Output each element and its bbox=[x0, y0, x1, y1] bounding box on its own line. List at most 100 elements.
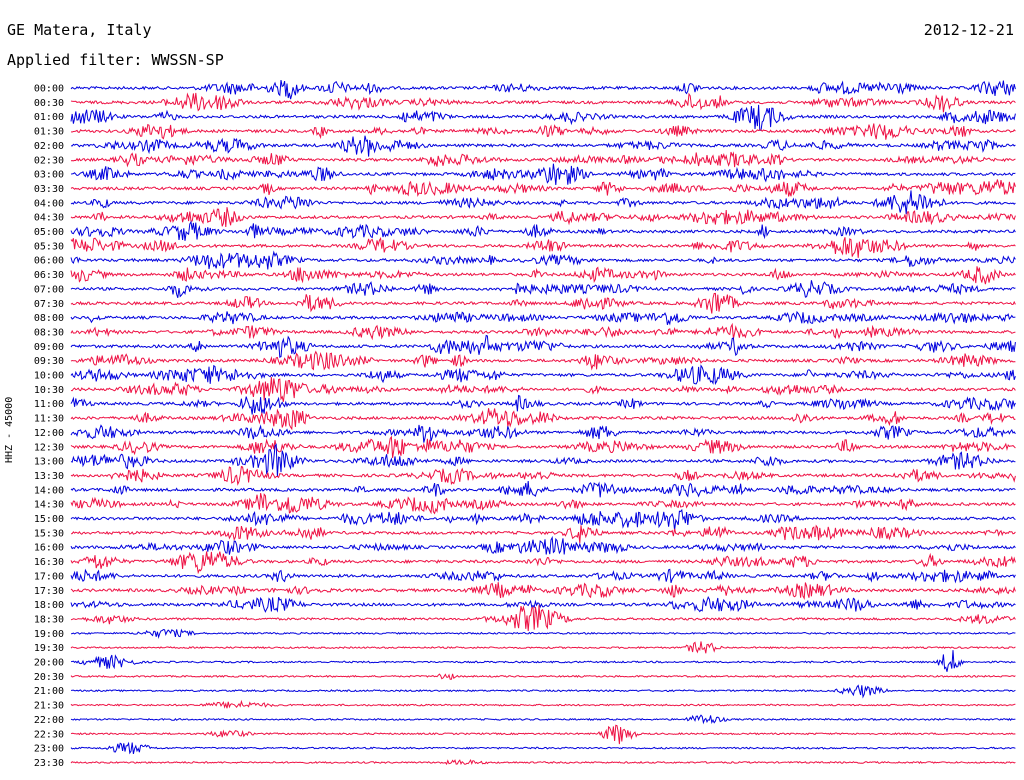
time-tick-label: 03:30 bbox=[34, 184, 64, 195]
date-label: 2012-12-21 bbox=[923, 21, 1014, 39]
trace-line bbox=[70, 207, 1016, 228]
trace-line bbox=[70, 408, 1016, 431]
trace-line bbox=[70, 310, 1016, 326]
filter-label: Applied filter: WWSSN-SP bbox=[7, 51, 224, 69]
time-tick-label: 21:30 bbox=[34, 701, 64, 712]
trace-line bbox=[70, 250, 1016, 270]
time-tick-label: 05:30 bbox=[34, 241, 64, 252]
trace-line bbox=[70, 350, 1016, 371]
trace-line bbox=[70, 123, 1016, 140]
time-tick-label: 03:00 bbox=[34, 170, 64, 181]
trace-line bbox=[70, 741, 1016, 755]
trace-line bbox=[70, 492, 1016, 515]
time-tick-label: 15:00 bbox=[34, 514, 64, 525]
trace-line bbox=[70, 443, 1016, 477]
time-tick-label: 19:00 bbox=[34, 629, 64, 640]
time-tick-label: 22:30 bbox=[34, 729, 64, 740]
time-tick-label: 11:00 bbox=[34, 399, 64, 410]
time-tick-label: 17:30 bbox=[34, 586, 64, 597]
trace-line bbox=[70, 292, 1016, 314]
trace-line bbox=[70, 508, 1016, 531]
time-tick-label: 06:30 bbox=[34, 270, 64, 281]
trace-line bbox=[70, 80, 1016, 100]
trace-line bbox=[70, 724, 1016, 745]
time-tick-label: 19:30 bbox=[34, 643, 64, 654]
trace-line bbox=[70, 179, 1016, 198]
trace-line bbox=[70, 266, 1016, 285]
time-tick-label: 18:00 bbox=[34, 600, 64, 611]
time-tick-label: 05:00 bbox=[34, 227, 64, 238]
time-tick-label: 10:30 bbox=[34, 385, 64, 396]
time-tick-label: 17:00 bbox=[34, 571, 64, 582]
time-tick-label: 20:30 bbox=[34, 672, 64, 683]
trace-line bbox=[70, 394, 1016, 415]
time-tick-label: 04:30 bbox=[34, 213, 64, 224]
trace-line bbox=[70, 568, 1016, 584]
trace-line bbox=[70, 220, 1016, 241]
trace-line bbox=[70, 595, 1016, 613]
trace-line bbox=[70, 435, 1016, 458]
trace-line bbox=[70, 465, 1016, 486]
time-tick-label: 16:30 bbox=[34, 557, 64, 568]
time-tick-label: 00:30 bbox=[34, 98, 64, 109]
time-tick-label: 07:30 bbox=[34, 299, 64, 310]
time-tick-label: 20:00 bbox=[34, 658, 64, 669]
time-tick-label: 11:30 bbox=[34, 414, 64, 425]
trace-line bbox=[70, 535, 1016, 555]
trace-line bbox=[70, 334, 1016, 358]
trace-line bbox=[70, 684, 1016, 699]
trace-line bbox=[70, 758, 1016, 766]
trace-line bbox=[70, 190, 1016, 215]
time-tick-label: 07:00 bbox=[34, 284, 64, 295]
time-tick-label: 08:30 bbox=[34, 327, 64, 338]
time-tick-label: 14:30 bbox=[34, 500, 64, 511]
time-tick-label: 15:30 bbox=[34, 528, 64, 539]
time-tick-label: 04:00 bbox=[34, 198, 64, 209]
time-tick-label: 23:30 bbox=[34, 758, 64, 769]
time-tick-label: 00:00 bbox=[34, 84, 64, 95]
trace-line bbox=[70, 104, 1016, 131]
trace-line bbox=[70, 322, 1016, 341]
trace-line bbox=[70, 714, 1016, 725]
station-title: GE Matera, Italy bbox=[7, 21, 152, 39]
time-tick-label: 09:30 bbox=[34, 356, 64, 367]
trace-line bbox=[70, 582, 1016, 601]
trace-line bbox=[70, 377, 1016, 402]
time-tick-label: 23:00 bbox=[34, 744, 64, 755]
trace-line bbox=[70, 699, 1016, 709]
trace-line bbox=[70, 605, 1016, 631]
time-tick-label: 09:00 bbox=[34, 342, 64, 353]
trace-line bbox=[70, 92, 1016, 113]
time-tick-label: 21:00 bbox=[34, 686, 64, 697]
trace-line bbox=[70, 628, 1016, 640]
trace-line bbox=[70, 424, 1016, 443]
time-tick-label: 22:00 bbox=[34, 715, 64, 726]
time-tick-label: 13:30 bbox=[34, 471, 64, 482]
trace-line bbox=[70, 524, 1016, 544]
trace-line bbox=[70, 280, 1016, 298]
trace-line bbox=[70, 481, 1016, 498]
time-tick-label: 16:00 bbox=[34, 543, 64, 554]
time-tick-label: 12:00 bbox=[34, 428, 64, 439]
trace-line bbox=[70, 364, 1016, 386]
trace-line bbox=[70, 151, 1016, 168]
trace-line bbox=[70, 551, 1016, 575]
time-tick-label: 01:30 bbox=[34, 127, 64, 138]
time-tick-label: 01:00 bbox=[34, 112, 64, 123]
time-tick-label: 06:00 bbox=[34, 256, 64, 267]
trace-line bbox=[70, 163, 1016, 185]
trace-line bbox=[70, 650, 1016, 672]
trace-line bbox=[70, 135, 1016, 157]
time-tick-label: 18:30 bbox=[34, 614, 64, 625]
trace-line bbox=[70, 673, 1016, 680]
time-tick-label: 10:00 bbox=[34, 371, 64, 382]
time-tick-label: 08:00 bbox=[34, 313, 64, 324]
time-tick-label: 13:00 bbox=[34, 457, 64, 468]
time-tick-label: 02:30 bbox=[34, 155, 64, 166]
time-tick-label: 02:00 bbox=[34, 141, 64, 152]
trace-line bbox=[70, 236, 1016, 258]
time-tick-label: 14:00 bbox=[34, 485, 64, 496]
trace-line bbox=[70, 641, 1016, 654]
time-tick-label: 12:30 bbox=[34, 442, 64, 453]
